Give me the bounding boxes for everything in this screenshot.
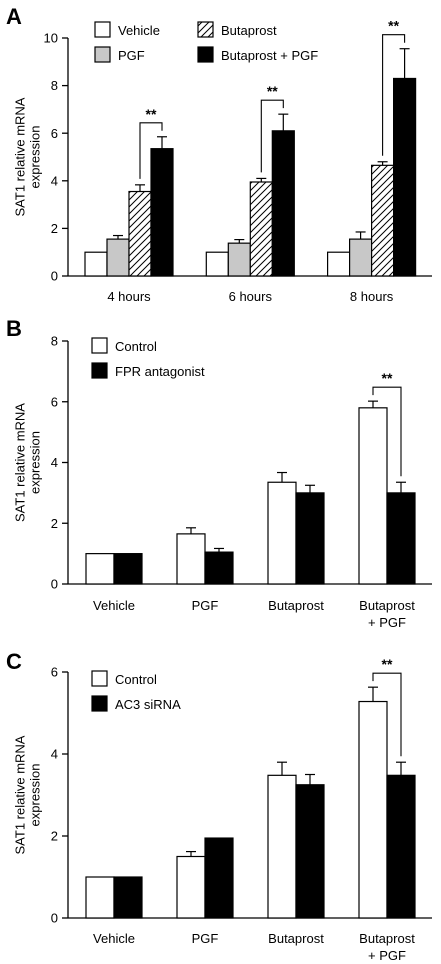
y-axis-label: expression xyxy=(28,764,43,827)
panel-c: C SAT1 relative mRNA expression 0 2 4 6 Vehicle… xyxy=(6,649,432,963)
x-tick-label: PGF xyxy=(192,931,219,946)
panel-a: A SAT1 relative mRNA expression 0 2 4 6 8 10 4 ho… xyxy=(6,4,432,304)
legend-label: Vehicle xyxy=(118,23,160,38)
bar-pgf xyxy=(349,238,373,277)
bar-ac3-sirna xyxy=(295,784,325,919)
significance-label: ** xyxy=(146,106,157,122)
y-tick-label: 2 xyxy=(51,221,58,236)
legend-swatch xyxy=(94,46,111,63)
y-tick-label: 4 xyxy=(51,173,58,188)
bar-control xyxy=(176,533,206,585)
x-tick-label: Vehicle xyxy=(93,931,135,946)
legend-label: PGF xyxy=(118,48,145,63)
x-tick-label: 6 hours xyxy=(229,289,273,304)
x-tick-label: Butaprost xyxy=(268,598,324,613)
x-tick-label: + PGF xyxy=(368,615,406,630)
y-tick-label: 0 xyxy=(51,269,58,284)
significance-bracket xyxy=(260,99,284,173)
y-tick-label: 4 xyxy=(51,747,58,762)
bar-butaprost xyxy=(371,164,395,277)
panel-b: B SAT1 relative mRNA expression 0 2 4 6 8 Vehicl… xyxy=(6,316,432,630)
y-tick-label: 6 xyxy=(51,665,58,680)
legend-label: Control xyxy=(115,672,157,687)
bar-fpr-antagonist xyxy=(295,492,325,585)
bar-control xyxy=(358,407,388,585)
y-axis-label: SAT1 relative mRNA xyxy=(13,97,28,216)
y-tick-label: 8 xyxy=(51,78,58,93)
significance-label: ** xyxy=(267,83,278,99)
legend-swatch xyxy=(91,670,108,687)
bar-butaprost-pgf xyxy=(150,148,174,277)
bar-ac3-sirna xyxy=(386,774,416,919)
significance-bracket xyxy=(382,34,406,156)
y-tick-label: 0 xyxy=(51,577,58,592)
legend-label: Butaprost xyxy=(221,23,277,38)
y-axis-label: expression xyxy=(28,431,43,494)
bar-vehicle xyxy=(205,251,229,277)
x-tick-label: 8 hours xyxy=(350,289,394,304)
legend-label: FPR antagonist xyxy=(115,364,205,379)
y-axis-label: SAT1 relative mRNA xyxy=(13,735,28,854)
y-tick-label: 2 xyxy=(51,829,58,844)
bar-ac3-sirna xyxy=(113,876,143,919)
bar-control xyxy=(85,553,115,585)
legend-swatch xyxy=(197,21,214,38)
significance-label: ** xyxy=(382,656,393,672)
bar-fpr-antagonist xyxy=(204,551,234,585)
bar-control xyxy=(358,700,388,919)
bar-control xyxy=(176,855,206,919)
x-tick-label: Butaprost xyxy=(268,931,324,946)
x-tick-label: Butaprost xyxy=(359,931,415,946)
significance-bracket xyxy=(139,122,163,179)
bar-control xyxy=(267,481,297,585)
x-tick-label: PGF xyxy=(192,598,219,613)
panel-letter: C xyxy=(6,649,22,674)
legend-swatch xyxy=(94,21,111,38)
y-tick-label: 6 xyxy=(51,394,58,409)
bar-control xyxy=(267,774,297,919)
significance-bracket xyxy=(372,386,402,477)
y-tick-label: 2 xyxy=(51,516,58,531)
legend-swatch xyxy=(91,695,108,712)
x-tick-label: + PGF xyxy=(368,948,406,963)
bar-butaprost xyxy=(128,190,152,277)
bar-vehicle xyxy=(84,251,108,277)
bar-fpr-antagonist xyxy=(113,553,143,585)
significance-bracket xyxy=(372,672,402,757)
panel-letter: A xyxy=(6,4,22,29)
legend-swatch xyxy=(91,362,108,379)
bar-pgf xyxy=(106,238,130,277)
y-tick-label: 6 xyxy=(51,126,58,141)
legend-label: Control xyxy=(115,339,157,354)
panel-letter: B xyxy=(6,316,22,341)
bar-butaprost-pgf xyxy=(271,130,295,277)
y-tick-label: 0 xyxy=(51,911,58,926)
x-tick-label: 4 hours xyxy=(107,289,151,304)
bar-ac3-sirna xyxy=(204,837,234,919)
y-tick-label: 10 xyxy=(44,31,58,46)
bar-control xyxy=(85,876,115,919)
significance-label: ** xyxy=(388,18,399,34)
legend-swatch xyxy=(91,337,108,354)
legend-label: Butaprost + PGF xyxy=(221,48,318,63)
x-tick-label: Butaprost xyxy=(359,598,415,613)
bar-fpr-antagonist xyxy=(386,492,416,585)
significance-label: ** xyxy=(382,370,393,386)
y-axis-label: SAT1 relative mRNA xyxy=(13,403,28,522)
bar-pgf xyxy=(227,242,251,277)
bar-butaprost-pgf xyxy=(393,77,417,277)
bar-vehicle xyxy=(327,251,351,277)
y-tick-label: 8 xyxy=(51,334,58,349)
y-tick-label: 4 xyxy=(51,455,58,470)
x-tick-label: Vehicle xyxy=(93,598,135,613)
legend-swatch xyxy=(197,46,214,63)
bar-butaprost xyxy=(249,181,273,277)
legend-label: AC3 siRNA xyxy=(115,697,181,712)
y-axis-label: expression xyxy=(28,126,43,189)
